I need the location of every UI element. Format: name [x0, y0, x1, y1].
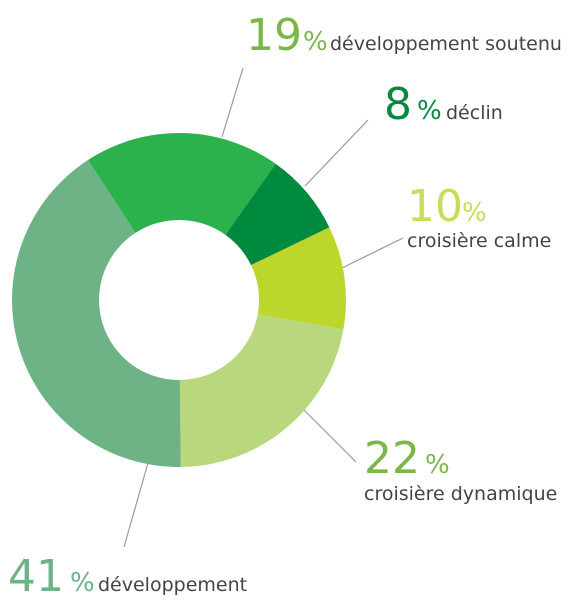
- category-label: croisière dynamique: [364, 483, 557, 505]
- value-label: 10: [407, 181, 463, 232]
- slice: [179, 314, 344, 467]
- category-label: développement: [98, 574, 247, 596]
- leader-line: [123, 462, 149, 548]
- category-label: développement soutenu: [330, 33, 562, 55]
- leader-line: [304, 119, 369, 187]
- unit-label: %: [425, 450, 450, 480]
- value-label: 41: [8, 551, 64, 597]
- slice: [251, 227, 346, 330]
- category-label: déclin: [446, 102, 503, 124]
- value-label: 8: [384, 79, 412, 130]
- leader-line: [221, 67, 244, 138]
- category-label: croisière calme: [407, 230, 551, 252]
- unit-label: %: [417, 96, 442, 126]
- unit-label: %: [462, 198, 487, 228]
- leader-lines: [123, 67, 404, 548]
- slice: [225, 163, 330, 266]
- value-label: 22: [364, 433, 420, 484]
- unit-label: %: [303, 27, 328, 57]
- slice: [88, 133, 276, 235]
- leader-line: [301, 407, 357, 463]
- leader-line: [341, 237, 404, 269]
- unit-label: %: [70, 568, 95, 597]
- slice: [12, 159, 181, 467]
- value-label: 19: [246, 10, 302, 61]
